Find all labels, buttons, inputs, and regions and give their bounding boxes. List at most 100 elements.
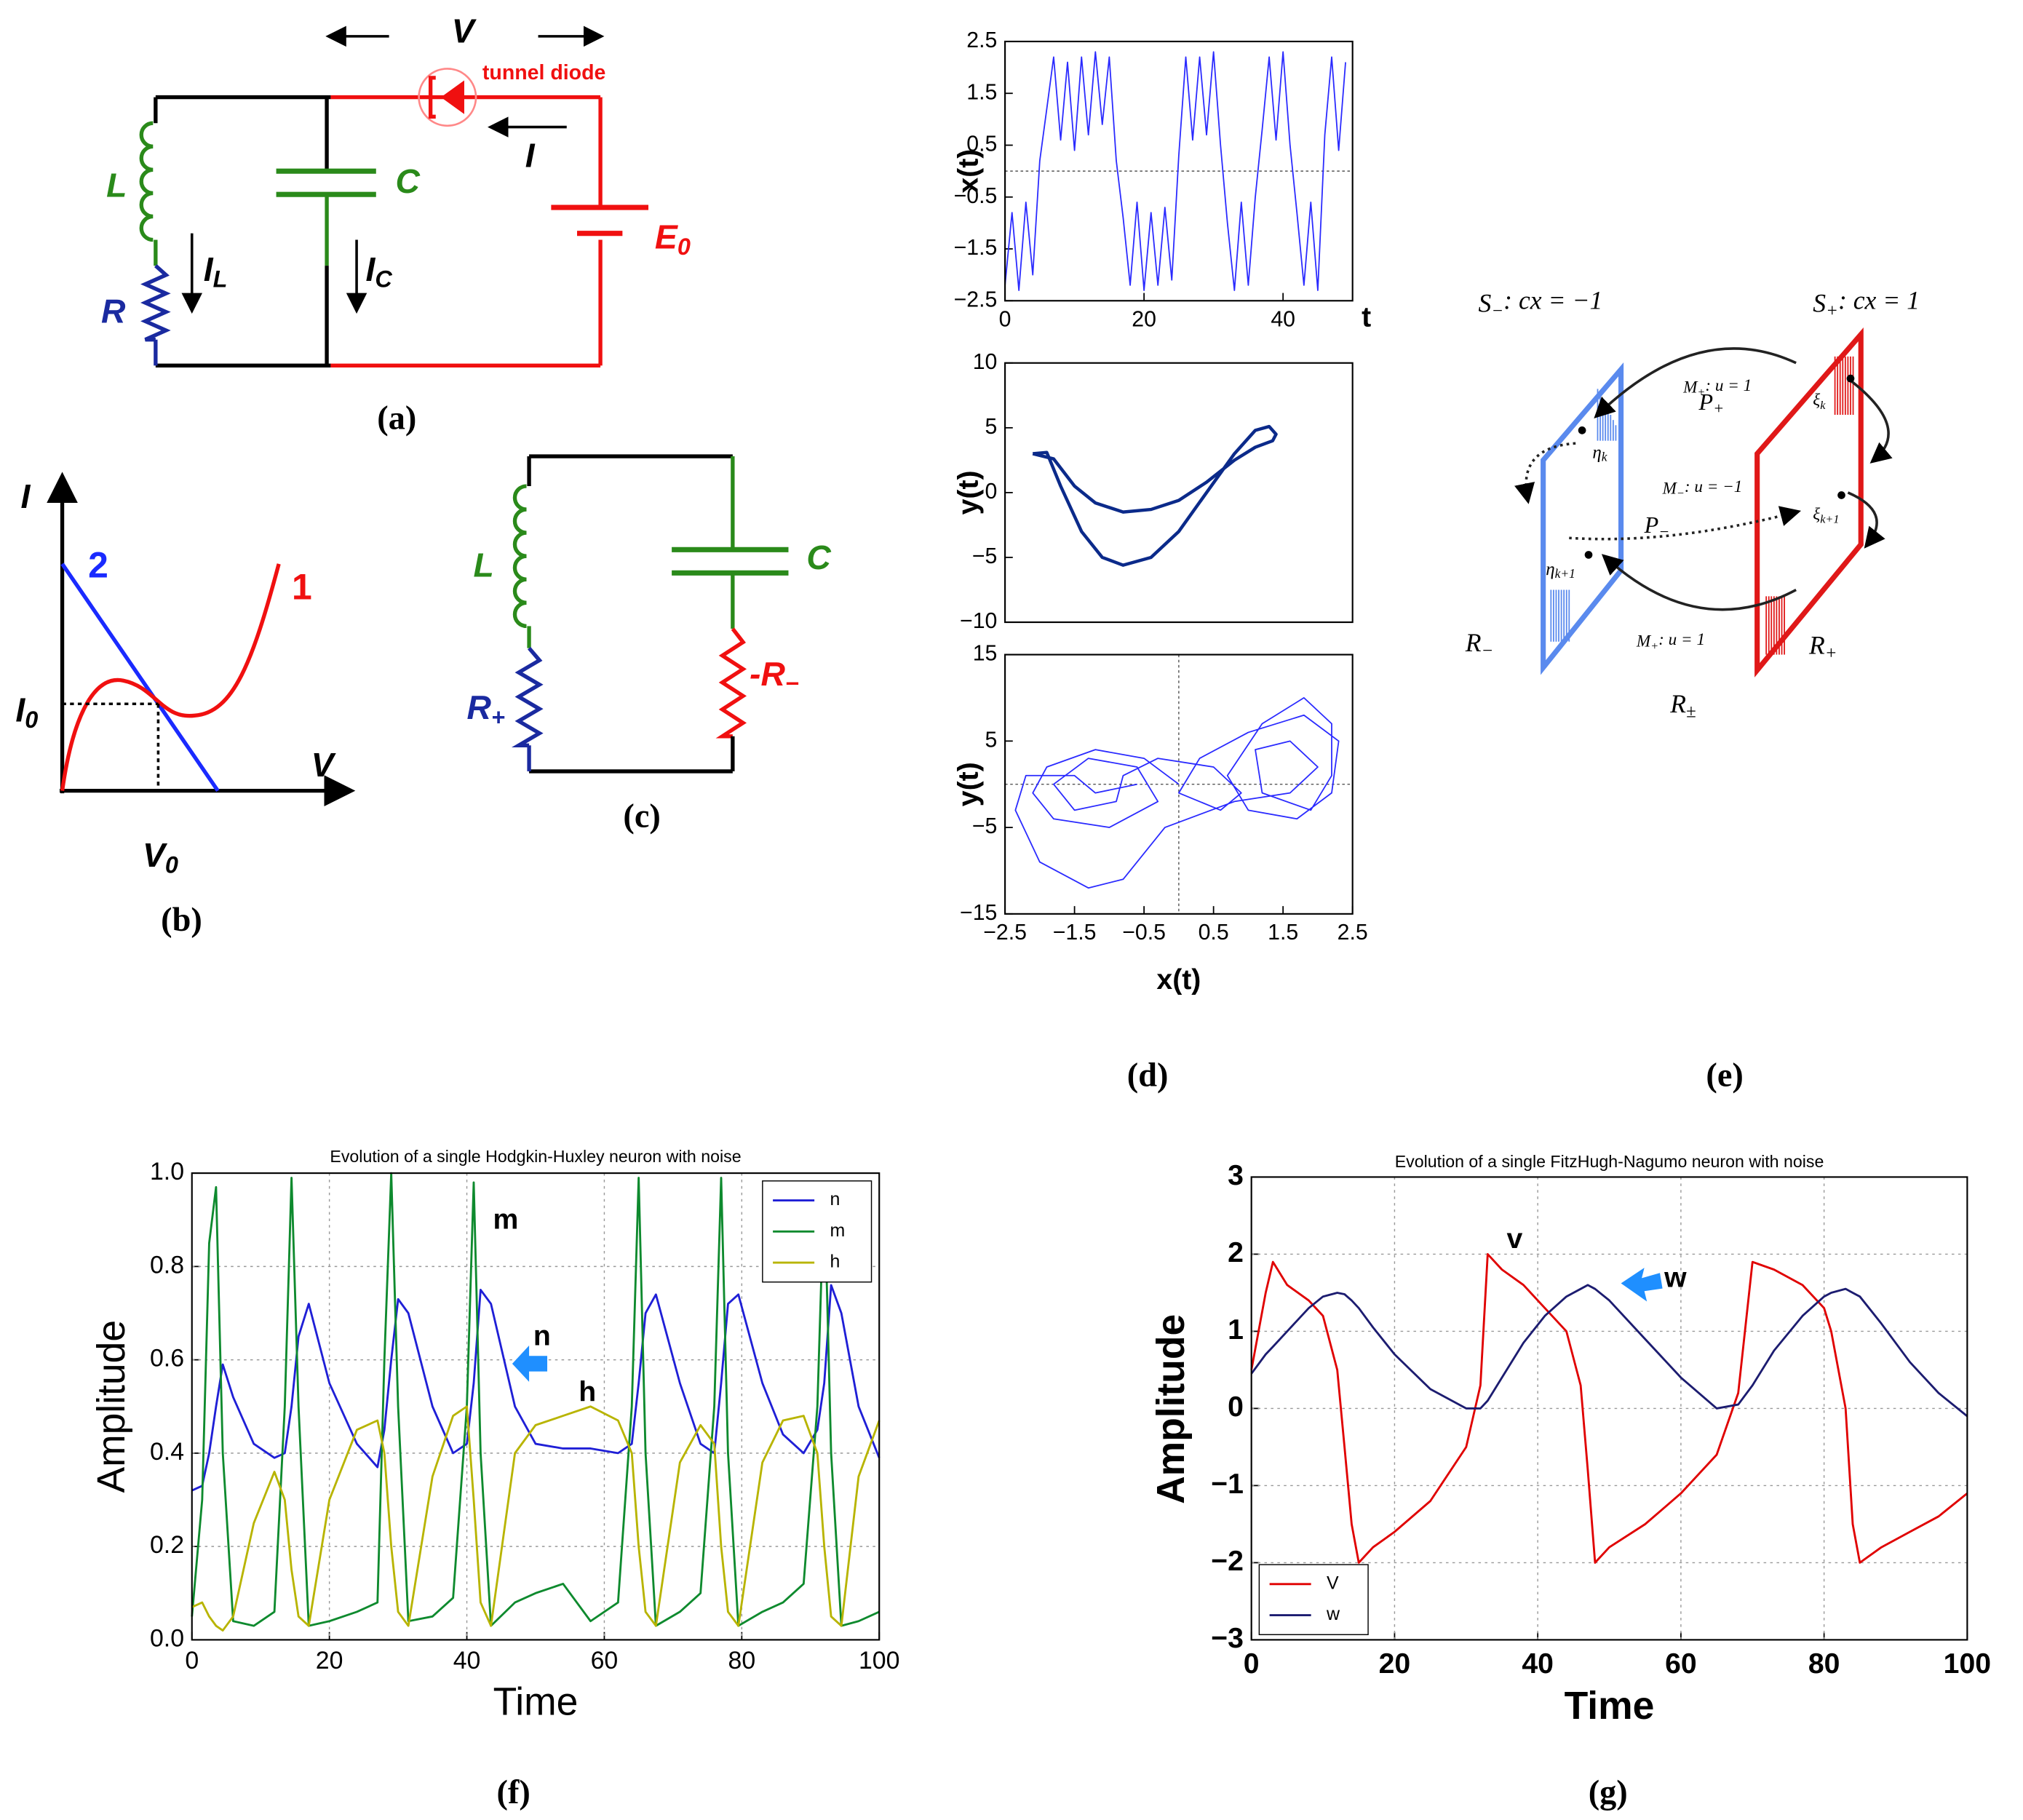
x-tick-label: 60 (1665, 1648, 1697, 1680)
x-tick-label: 2.5 (1338, 921, 1368, 945)
x-tick-label: −1.5 (1053, 921, 1097, 945)
label-main: R (467, 688, 492, 726)
x-tick-label: 1.5 (1268, 921, 1298, 945)
math-label: S−: cx = −1 (1479, 286, 1603, 321)
label-sub: k+1 (1820, 512, 1839, 525)
y-tick-label: −15 (960, 901, 997, 925)
label: I (21, 477, 31, 515)
trajectory (1847, 377, 1893, 464)
data-line (191, 1405, 881, 1632)
x-tick-label: 20 (1132, 308, 1156, 332)
math-label: P+ (1698, 389, 1724, 418)
x-tick-label: 100 (859, 1647, 899, 1674)
point (1846, 374, 1855, 383)
label-sub: − (785, 670, 799, 696)
plot-frame (1250, 1176, 1968, 1641)
trajectory (1594, 347, 1797, 418)
y-tick-label: 15 (973, 642, 998, 666)
y-tick-label: 5 (985, 415, 998, 439)
y-tick-label: −0.5 (954, 184, 998, 208)
label-main: η (1592, 442, 1601, 462)
inductor (512, 484, 527, 629)
label-sub: + (1713, 400, 1724, 418)
label-sub: C (375, 266, 392, 292)
label-sub: 0 (677, 233, 691, 259)
label-main: P (1644, 512, 1659, 538)
y-tick-label: 10 (973, 350, 998, 374)
label: R (101, 292, 126, 330)
label-sub: ± (1686, 702, 1696, 721)
diode-ring (418, 68, 477, 127)
panel-label: (a) (377, 400, 416, 437)
diode-label: tunnel diode (482, 61, 605, 84)
iv-curve (60, 563, 281, 791)
point (1578, 426, 1586, 434)
trajectory (1847, 491, 1885, 549)
data-line (1004, 51, 1346, 291)
math-label: R+ (1808, 631, 1837, 663)
legend-label: V (1327, 1573, 1339, 1593)
y-tick-label: 1 (1228, 1314, 1244, 1346)
label-main: M (1662, 480, 1678, 498)
legend-label: n (830, 1189, 840, 1209)
label-sub: + (1825, 643, 1837, 663)
y-tick-label: −5 (972, 814, 998, 838)
label-main: V (143, 836, 168, 874)
y-tick-label: −2.5 (954, 287, 998, 311)
label-sub: − (1677, 487, 1685, 500)
x-tick-label: −2.5 (983, 921, 1027, 945)
annotation: h (579, 1376, 596, 1407)
data-line (1032, 424, 1278, 567)
label-rest: : cx = −1 (1503, 286, 1602, 315)
label-main: I (204, 250, 214, 288)
current-label: I (525, 137, 536, 175)
resistor (715, 627, 747, 739)
x-axis-label: Time (493, 1681, 579, 1724)
resistor (511, 646, 544, 747)
y-tick-label: 0 (1228, 1391, 1244, 1423)
legend-label: h (830, 1252, 840, 1272)
label-main: ξ (1813, 392, 1820, 410)
label-sub: − (1491, 301, 1503, 321)
label-main: S (1479, 289, 1492, 318)
label-rest: : cx = 1 (1838, 286, 1920, 315)
label: 1 (292, 567, 312, 608)
math-label: M+: u = 1 (1682, 376, 1752, 399)
y-tick-label: −10 (960, 609, 997, 633)
x-tick-label: 40 (1271, 308, 1295, 332)
panel-label: (f) (497, 1774, 530, 1811)
x-tick-label: 40 (453, 1647, 481, 1674)
x-tick-label: 80 (1808, 1648, 1840, 1680)
label: V0 (143, 836, 178, 878)
y-axis-label: y(t) (953, 470, 984, 514)
voltage-label: V (452, 12, 477, 50)
label-main: P (1698, 389, 1713, 415)
diode-bar (428, 76, 436, 119)
label-sub: + (491, 704, 505, 730)
legend-label: m (830, 1220, 846, 1241)
math-label: ξk (1813, 392, 1826, 412)
label: C (806, 539, 831, 576)
y-axis-label: Amplitude (90, 1320, 133, 1493)
label: V (311, 746, 337, 784)
label: -R− (750, 655, 799, 696)
x-tick-label: 80 (728, 1647, 756, 1674)
label: I0 (15, 691, 38, 733)
panel-label: (c) (623, 798, 660, 835)
data-line (1250, 1284, 1968, 1418)
label: E0 (655, 218, 691, 260)
label-sub: 0 (165, 851, 178, 878)
y-tick-label: 2 (1228, 1237, 1244, 1268)
math-label: M+: u = 1 (1636, 630, 1705, 653)
wire (60, 563, 220, 792)
x-axis-label: x(t) (1156, 964, 1201, 996)
y-tick-label: 0.6 (150, 1345, 184, 1372)
panel-label: (d) (1127, 1057, 1169, 1094)
label: C (396, 162, 421, 200)
x-tick-label: 0 (999, 308, 1012, 332)
trajectory (1569, 506, 1802, 541)
diode (440, 80, 464, 114)
x-tick-label: 20 (316, 1647, 343, 1674)
annotation: m (493, 1204, 519, 1235)
